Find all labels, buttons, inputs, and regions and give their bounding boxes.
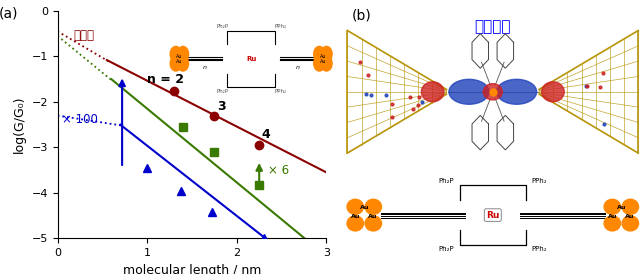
Circle shape (604, 216, 621, 231)
Text: PPh₂: PPh₂ (531, 178, 547, 184)
Text: Au: Au (351, 214, 360, 219)
Text: Au: Au (360, 205, 369, 210)
Text: Ph₂P: Ph₂P (438, 246, 454, 252)
Circle shape (365, 216, 381, 231)
Y-axis label: log(G/G₀): log(G/G₀) (13, 96, 26, 153)
Text: PPh₂: PPh₂ (531, 246, 547, 252)
Text: 4: 4 (262, 128, 271, 141)
Text: (a): (a) (0, 6, 18, 20)
Text: 本研究: 本研究 (74, 30, 95, 42)
Text: Au: Au (608, 214, 617, 219)
Text: 3: 3 (217, 100, 226, 113)
Text: 伝導軌道: 伝導軌道 (474, 19, 511, 34)
X-axis label: molecular length / nm: molecular length / nm (123, 264, 261, 274)
Circle shape (365, 199, 381, 214)
Text: Au: Au (616, 205, 626, 210)
Circle shape (622, 216, 639, 231)
Circle shape (347, 216, 364, 231)
Text: n = 2: n = 2 (147, 73, 184, 86)
Text: Au: Au (625, 214, 635, 219)
Ellipse shape (483, 84, 502, 100)
Ellipse shape (497, 79, 537, 104)
Text: × 6: × 6 (268, 164, 289, 177)
Circle shape (347, 199, 364, 214)
Text: × 100: × 100 (62, 113, 98, 126)
Text: Au: Au (369, 214, 378, 219)
Ellipse shape (449, 79, 489, 104)
Circle shape (604, 199, 621, 214)
Text: Ph₂P: Ph₂P (438, 178, 454, 184)
Circle shape (622, 199, 639, 214)
Ellipse shape (421, 82, 444, 102)
Text: (b): (b) (351, 8, 371, 22)
Text: Ru: Ru (486, 211, 499, 219)
Ellipse shape (541, 82, 564, 102)
